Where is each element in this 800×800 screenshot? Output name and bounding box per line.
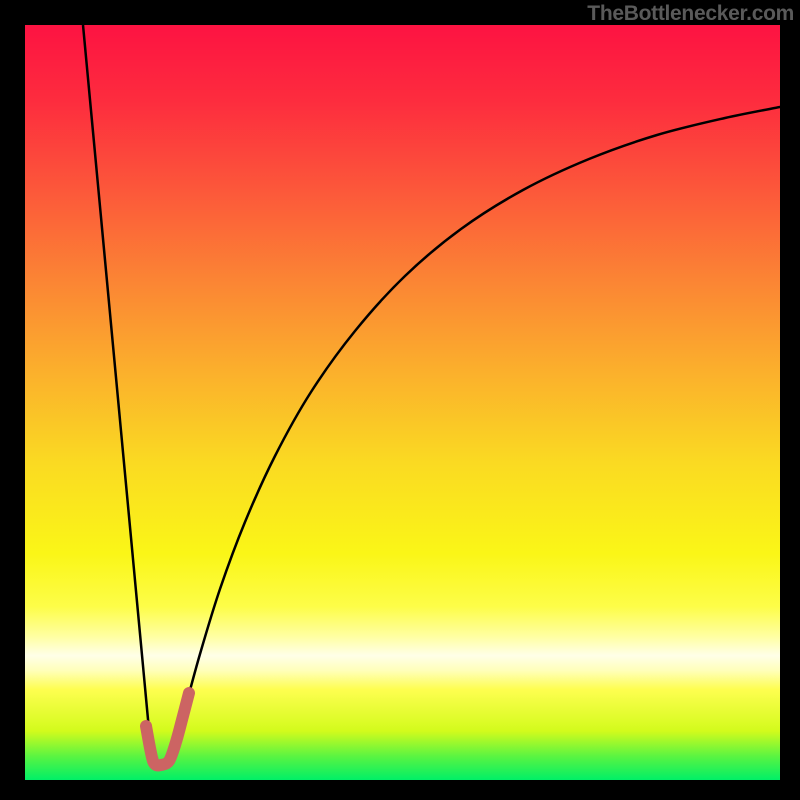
bottleneck-chart bbox=[25, 25, 780, 780]
chart-background-gradient bbox=[25, 25, 780, 780]
chart-svg bbox=[25, 25, 780, 780]
frame-bottom bbox=[0, 780, 800, 800]
attribution-text-overlay: TheBottlenecker.com bbox=[587, 2, 794, 26]
frame-right bbox=[780, 0, 800, 800]
frame-left bbox=[0, 0, 25, 800]
